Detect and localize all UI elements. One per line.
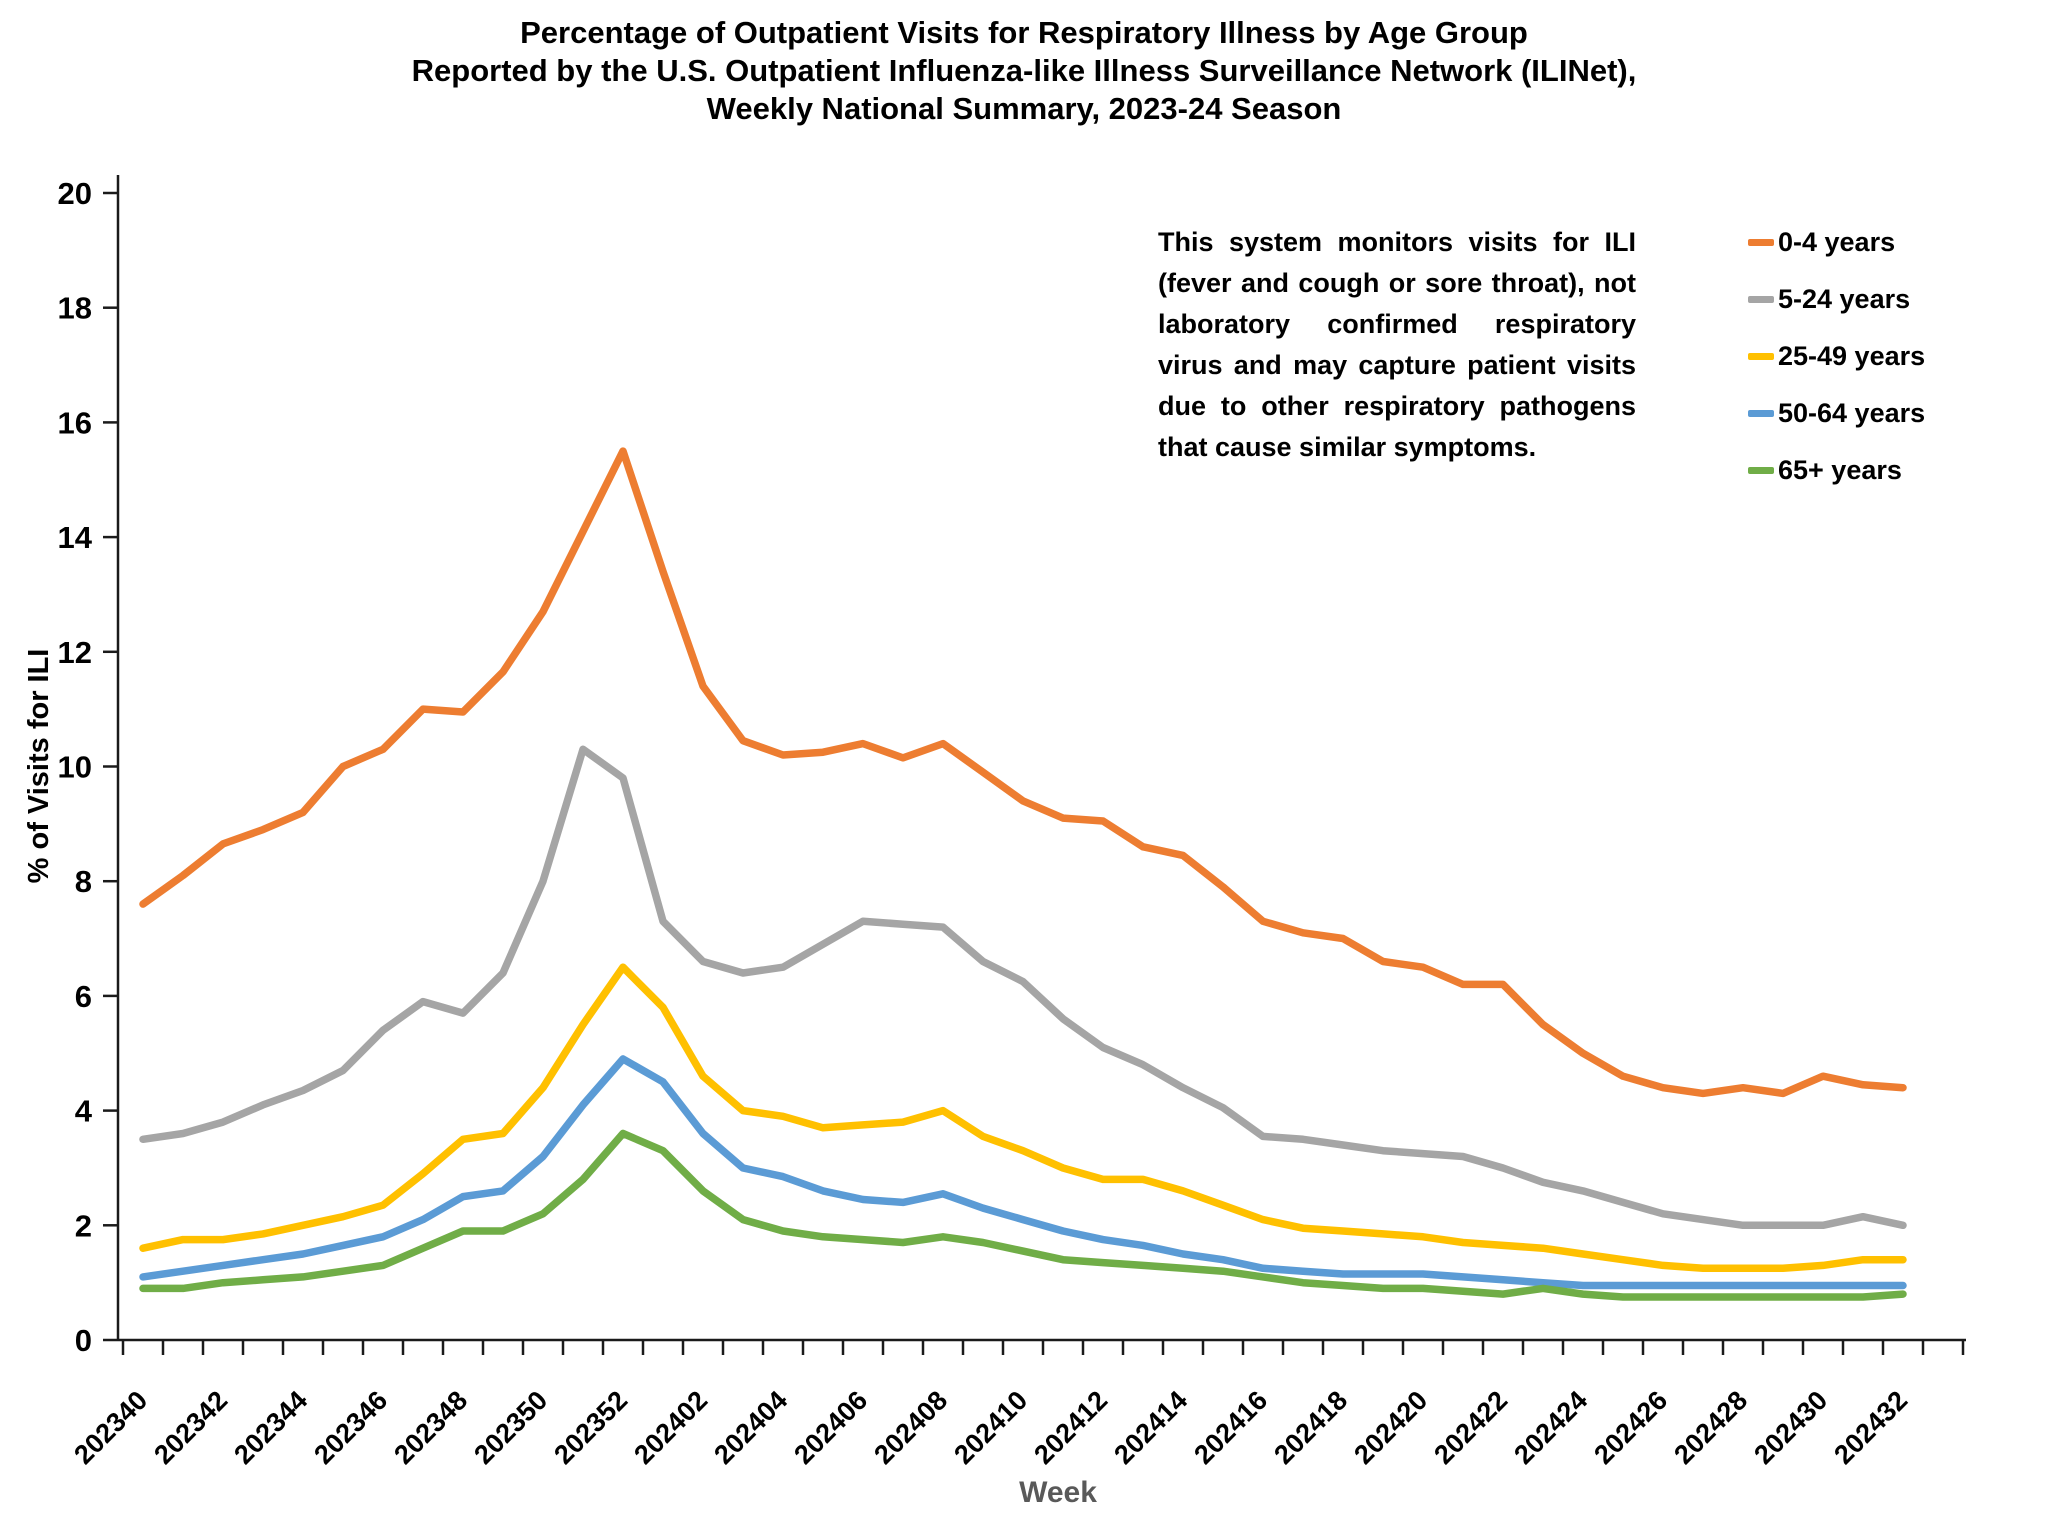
legend-item-25-49-years: 25-49 years xyxy=(1748,328,1925,385)
legend-item-label: 65+ years xyxy=(1778,455,1902,485)
x-tick-label: 202426 xyxy=(1588,1385,1673,1470)
y-tick-label: 14 xyxy=(58,520,93,555)
legend-item-label: 50-64 years xyxy=(1778,398,1926,428)
x-tick-label: 202420 xyxy=(1348,1385,1433,1470)
x-tick-label: 202410 xyxy=(948,1385,1033,1470)
legend-item-5-24-years: 5-24 years xyxy=(1748,271,1925,328)
x-tick-label: 202408 xyxy=(868,1385,953,1470)
x-axis-tick-labels: 2023402023422023442023462023482023502023… xyxy=(68,1385,1913,1470)
x-tick-label: 202340 xyxy=(68,1385,153,1470)
legend-item-label: 5-24 years xyxy=(1778,284,1911,314)
chart-title-line-3: Weekly National Summary, 2023-24 Season xyxy=(706,91,1342,126)
x-tick-label: 202348 xyxy=(388,1385,473,1470)
x-tick-label: 202430 xyxy=(1748,1385,1833,1470)
legend-item-50-64-years: 50-64 years xyxy=(1748,385,1925,442)
y-tick-label: 4 xyxy=(75,1094,93,1129)
legend-line-swatch xyxy=(1748,467,1774,474)
legend-item-65-plus-years: 65+ years xyxy=(1748,442,1925,499)
legend-line-swatch xyxy=(1748,296,1774,303)
x-tick-label: 202432 xyxy=(1828,1385,1913,1470)
x-tick-label: 202414 xyxy=(1108,1385,1193,1470)
chart-series-lines xyxy=(139,447,1907,1301)
chart-title: Percentage of Outpatient Visits for Resp… xyxy=(0,14,2048,128)
series-line-50-64-years xyxy=(139,1055,1907,1290)
y-tick-label: 18 xyxy=(58,291,92,326)
legend-item-0-4-years: 0-4 years xyxy=(1748,214,1925,271)
x-tick-label: 202404 xyxy=(708,1385,793,1470)
x-tick-label: 202346 xyxy=(308,1385,393,1470)
x-tick-label: 202352 xyxy=(548,1385,633,1470)
legend-line-swatch xyxy=(1748,353,1774,360)
x-tick-label: 202342 xyxy=(148,1385,233,1470)
chart-title-line-1: Percentage of Outpatient Visits for Resp… xyxy=(520,15,1528,50)
legend-line-swatch xyxy=(1748,410,1774,417)
chart-legend: 0-4 years 5-24 years 25-49 years 50-64 y… xyxy=(1748,214,1925,499)
legend-item-label: 0-4 years xyxy=(1778,227,1896,257)
series-line-65-years xyxy=(139,1129,1907,1301)
y-tick-label: 8 xyxy=(75,864,92,899)
x-tick-label: 202422 xyxy=(1428,1385,1513,1470)
x-tick-label: 202350 xyxy=(468,1385,553,1470)
y-tick-label: 6 xyxy=(75,979,92,1014)
x-tick-label: 202406 xyxy=(788,1385,873,1470)
y-tick-label: 16 xyxy=(58,405,92,440)
x-tick-label: 202424 xyxy=(1508,1385,1593,1470)
chart-title-line-2: Reported by the U.S. Outpatient Influenz… xyxy=(411,53,1637,88)
series-line-5-24-years xyxy=(139,745,1907,1230)
legend-line-swatch xyxy=(1748,239,1774,246)
chart-axes xyxy=(103,175,1966,1355)
y-axis-title: % of Visits for ILI xyxy=(23,649,55,884)
x-tick-label: 202416 xyxy=(1188,1385,1273,1470)
x-tick-label: 202402 xyxy=(628,1385,713,1470)
x-tick-label: 202344 xyxy=(228,1385,313,1470)
x-tick-label: 202418 xyxy=(1268,1385,1353,1470)
x-axis-title: Week xyxy=(1019,1476,1097,1509)
x-tick-label: 202428 xyxy=(1668,1385,1753,1470)
chart-annotation-note: This system monitors visits for ILI (fev… xyxy=(1158,227,1636,462)
y-tick-label: 10 xyxy=(58,750,92,785)
y-axis-tick-labels: 0 2 4 6 8 10 12 14 16 18 20 xyxy=(58,176,93,1358)
y-tick-label: 0 xyxy=(75,1323,92,1358)
legend-item-label: 25-49 years xyxy=(1778,341,1926,371)
series-line-0-4-years xyxy=(139,447,1907,1098)
y-tick-label: 2 xyxy=(75,1208,92,1243)
series-line-25-49-years xyxy=(139,963,1907,1273)
y-tick-label: 12 xyxy=(58,635,92,670)
x-tick-label: 202412 xyxy=(1028,1385,1113,1470)
y-tick-label: 20 xyxy=(58,176,92,211)
